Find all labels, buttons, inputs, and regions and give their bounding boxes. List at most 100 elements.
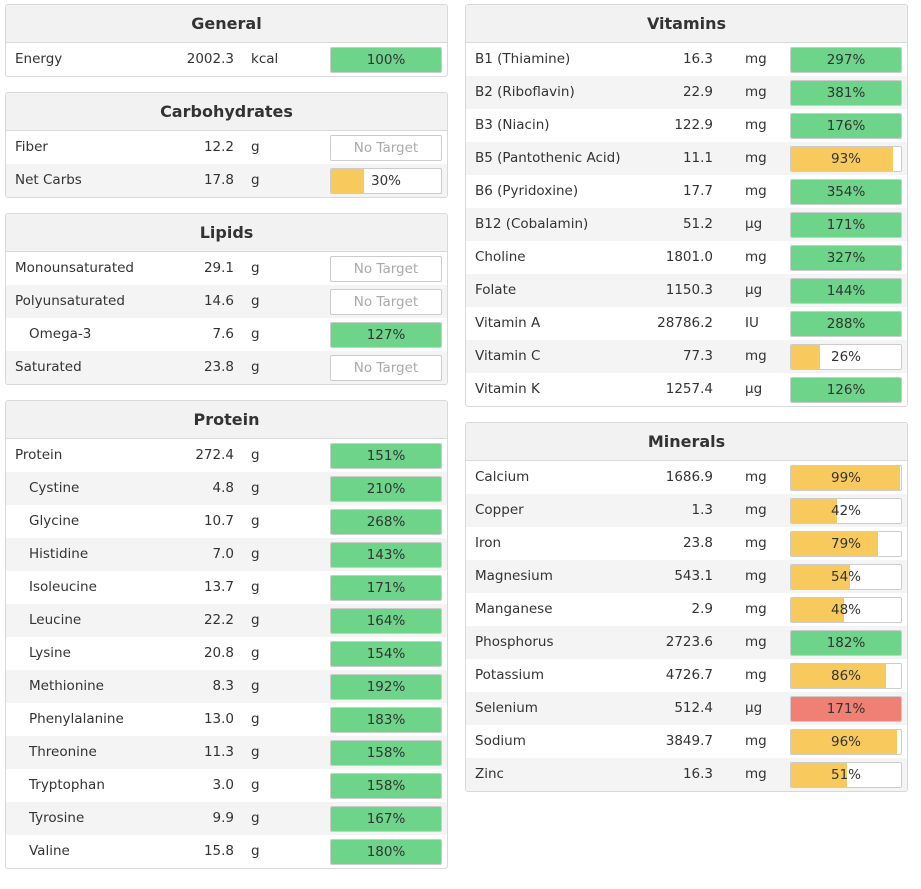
nutrient-row-b2-riboflavin[interactable]: B2 (Riboflavin) 22.9 mg 381% xyxy=(466,76,907,109)
progress-fill xyxy=(791,763,848,787)
nutrient-row-methionine[interactable]: Methionine 8.3 g 192% xyxy=(6,670,447,703)
nutrient-row-calcium[interactable]: Calcium 1686.9 mg 99% xyxy=(466,461,907,494)
nutrient-amount: 543.1 xyxy=(674,568,713,584)
nutrient-row-b1-thiamine[interactable]: B1 (Thiamine) 16.3 mg 297% xyxy=(466,43,907,76)
progress-label: 144% xyxy=(826,283,866,299)
nutrient-row-sodium[interactable]: Sodium 3849.7 mg 96% xyxy=(466,725,907,758)
nutrient-row-omega-3[interactable]: Omega-3 7.6 g 127% xyxy=(6,318,447,351)
progress-label: 171% xyxy=(826,701,866,717)
progress-label: 183% xyxy=(366,712,406,728)
nutrient-row-choline[interactable]: Choline 1801.0 mg 327% xyxy=(466,241,907,274)
progress-label: 100% xyxy=(366,52,406,68)
nutrient-row-lysine[interactable]: Lysine 20.8 g 154% xyxy=(6,637,447,670)
nutrient-row-copper[interactable]: Copper 1.3 mg 42% xyxy=(466,494,907,527)
target-progress-bar: 143% xyxy=(330,542,442,568)
nutrient-row-glycine[interactable]: Glycine 10.7 g 268% xyxy=(6,505,447,538)
progress-label: 126% xyxy=(826,382,866,398)
nutrient-row-magnesium[interactable]: Magnesium 543.1 mg 54% xyxy=(466,560,907,593)
nutrient-name: B6 (Pyridoxine) xyxy=(475,183,579,199)
nutrient-amount: 15.8 xyxy=(203,843,234,859)
nutrient-row-vitamin-c[interactable]: Vitamin C 77.3 mg 26% xyxy=(466,340,907,373)
nutrient-unit: g xyxy=(251,579,260,595)
nutrient-row-saturated[interactable]: Saturated 23.8 g No Target xyxy=(6,351,447,384)
progress-fill xyxy=(331,675,441,699)
nutrient-amount: 1150.3 xyxy=(665,282,713,298)
progress-fill xyxy=(791,697,901,721)
progress-fill xyxy=(791,730,897,754)
target-progress-bar: No Target xyxy=(330,256,442,282)
nutrient-row-isoleucine[interactable]: Isoleucine 13.7 g 171% xyxy=(6,571,447,604)
nutrient-row-b12-cobalamin[interactable]: B12 (Cobalamin) 51.2 µg 171% xyxy=(466,208,907,241)
nutrient-row-monounsaturated[interactable]: Monounsaturated 29.1 g No Target xyxy=(6,252,447,285)
progress-label: 327% xyxy=(826,250,866,266)
nutrient-unit: mg xyxy=(745,84,767,100)
progress-label: 180% xyxy=(366,844,406,860)
nutrient-amount: 9.9 xyxy=(212,810,234,826)
nutrient-amount: 4.8 xyxy=(212,480,234,496)
nutrient-row-selenium[interactable]: Selenium 512.4 µg 171% xyxy=(466,692,907,725)
nutrient-amount: 10.7 xyxy=(203,513,234,529)
progress-fill xyxy=(791,312,901,336)
progress-label: No Target xyxy=(353,294,419,310)
target-progress-bar: 192% xyxy=(330,674,442,700)
right-column: Vitamins B1 (Thiamine) 16.3 mg 297% B2 (Ribof… xyxy=(465,4,908,807)
nutrient-row-energy[interactable]: Energy 2002.3 kcal 100% xyxy=(6,43,447,76)
target-progress-bar: 93% xyxy=(790,146,902,172)
nutrient-row-b6-pyridoxine[interactable]: B6 (Pyridoxine) 17.7 mg 354% xyxy=(466,175,907,208)
nutrient-amount: 22.2 xyxy=(203,612,234,628)
nutrient-row-phenylalanine[interactable]: Phenylalanine 13.0 g 183% xyxy=(6,703,447,736)
nutrient-row-tyrosine[interactable]: Tyrosine 9.9 g 167% xyxy=(6,802,447,835)
nutrient-amount: 512.4 xyxy=(674,700,713,716)
nutrient-amount: 1686.9 xyxy=(665,469,713,485)
progress-label: 288% xyxy=(826,316,866,332)
nutrient-row-b3-niacin[interactable]: B3 (Niacin) 122.9 mg 176% xyxy=(466,109,907,142)
nutrient-row-net-carbs[interactable]: Net Carbs 17.8 g 30% xyxy=(6,164,447,197)
nutrient-row-vitamin-a[interactable]: Vitamin A 28786.2 IU 288% xyxy=(466,307,907,340)
nutrient-name: Valine xyxy=(29,843,70,859)
progress-fill xyxy=(331,169,364,193)
nutrient-unit: mg xyxy=(745,568,767,584)
nutrient-amount: 8.3 xyxy=(212,678,234,694)
nutrient-name: Choline xyxy=(475,249,526,265)
progress-fill xyxy=(791,664,886,688)
nutrient-amount: 77.3 xyxy=(682,348,713,364)
progress-label: 151% xyxy=(366,448,406,464)
nutrient-row-zinc[interactable]: Zinc 16.3 mg 51% xyxy=(466,758,907,791)
nutrient-row-cystine[interactable]: Cystine 4.8 g 210% xyxy=(6,472,447,505)
nutrient-row-folate[interactable]: Folate 1150.3 µg 144% xyxy=(466,274,907,307)
progress-fill xyxy=(331,609,441,633)
nutrient-row-threonine[interactable]: Threonine 11.3 g 158% xyxy=(6,736,447,769)
nutrient-row-fiber[interactable]: Fiber 12.2 g No Target xyxy=(6,131,447,164)
progress-label: 96% xyxy=(830,734,861,750)
nutrient-unit: mg xyxy=(745,183,767,199)
progress-label: 164% xyxy=(366,613,406,629)
panel-title: Minerals xyxy=(466,423,907,461)
target-progress-bar: 158% xyxy=(330,773,442,799)
nutrient-name: Saturated xyxy=(15,359,82,375)
target-progress-bar: 26% xyxy=(790,344,902,370)
progress-fill xyxy=(331,323,441,347)
nutrient-row-iron[interactable]: Iron 23.8 mg 79% xyxy=(466,527,907,560)
nutrient-row-potassium[interactable]: Potassium 4726.7 mg 86% xyxy=(466,659,907,692)
target-progress-bar: 48% xyxy=(790,597,902,623)
nutrient-amount: 12.2 xyxy=(203,139,234,155)
nutrient-row-phosphorus[interactable]: Phosphorus 2723.6 mg 182% xyxy=(466,626,907,659)
nutrient-amount: 28786.2 xyxy=(657,315,713,331)
nutrient-row-polyunsaturated[interactable]: Polyunsaturated 14.6 g No Target xyxy=(6,285,447,318)
target-progress-bar: 210% xyxy=(330,476,442,502)
nutrient-row-b5-pantothenic-acid[interactable]: B5 (Pantothenic Acid) 11.1 mg 93% xyxy=(466,142,907,175)
nutrient-name: Fiber xyxy=(15,139,48,155)
nutrient-amount: 17.8 xyxy=(203,172,234,188)
nutrient-row-protein[interactable]: Protein 272.4 g 151% xyxy=(6,439,447,472)
nutrient-row-tryptophan[interactable]: Tryptophan 3.0 g 158% xyxy=(6,769,447,802)
nutrient-row-valine[interactable]: Valine 15.8 g 180% xyxy=(6,835,447,868)
nutrient-name: Iron xyxy=(475,535,502,551)
progress-fill xyxy=(791,114,901,138)
nutrient-row-vitamin-k[interactable]: Vitamin K 1257.4 µg 126% xyxy=(466,373,907,406)
nutrient-row-histidine[interactable]: Histidine 7.0 g 143% xyxy=(6,538,447,571)
nutrient-amount: 23.8 xyxy=(203,359,234,375)
nutrient-name: Manganese xyxy=(475,601,553,617)
nutrient-row-leucine[interactable]: Leucine 22.2 g 164% xyxy=(6,604,447,637)
panel-carbohydrates: Carbohydrates Fiber 12.2 g No Target Net Carb… xyxy=(5,92,448,198)
nutrient-row-manganese[interactable]: Manganese 2.9 mg 48% xyxy=(466,593,907,626)
